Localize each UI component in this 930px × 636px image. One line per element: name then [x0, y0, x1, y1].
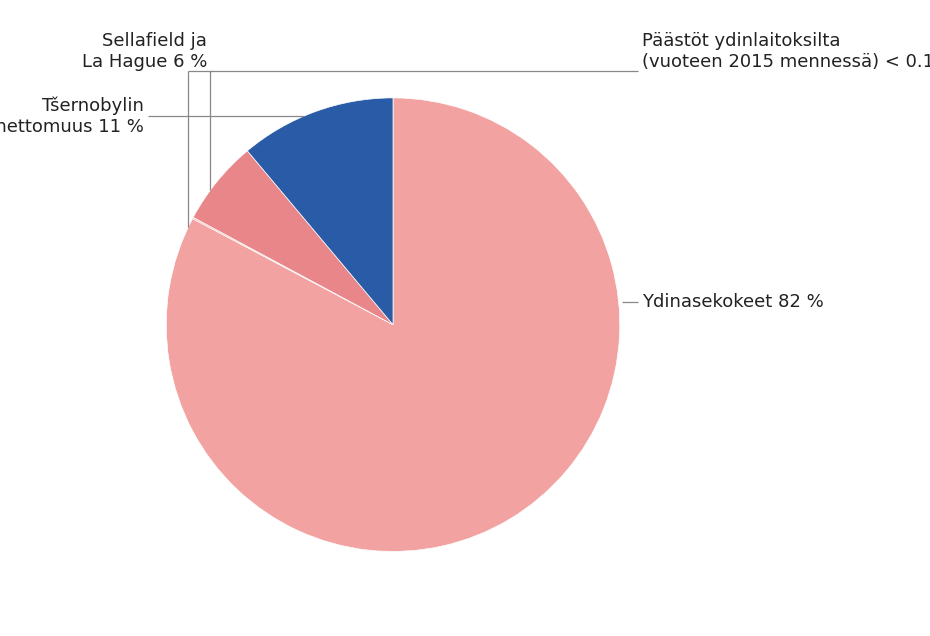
Wedge shape — [247, 98, 393, 324]
Text: Ydinasekokeet 82 %: Ydinasekokeet 82 % — [643, 293, 824, 311]
Text: Päästöt ydinlaitoksilta
(vuoteen 2015 mennessä) < 0.1 %: Päästöt ydinlaitoksilta (vuoteen 2015 me… — [643, 32, 930, 71]
Text: Tšernobylin
onnettomuus 11 %: Tšernobylin onnettomuus 11 % — [0, 96, 143, 135]
Text: Sellafield ja
La Hague 6 %: Sellafield ja La Hague 6 % — [82, 32, 207, 71]
Wedge shape — [193, 151, 393, 324]
Wedge shape — [193, 218, 393, 324]
Wedge shape — [166, 98, 619, 551]
